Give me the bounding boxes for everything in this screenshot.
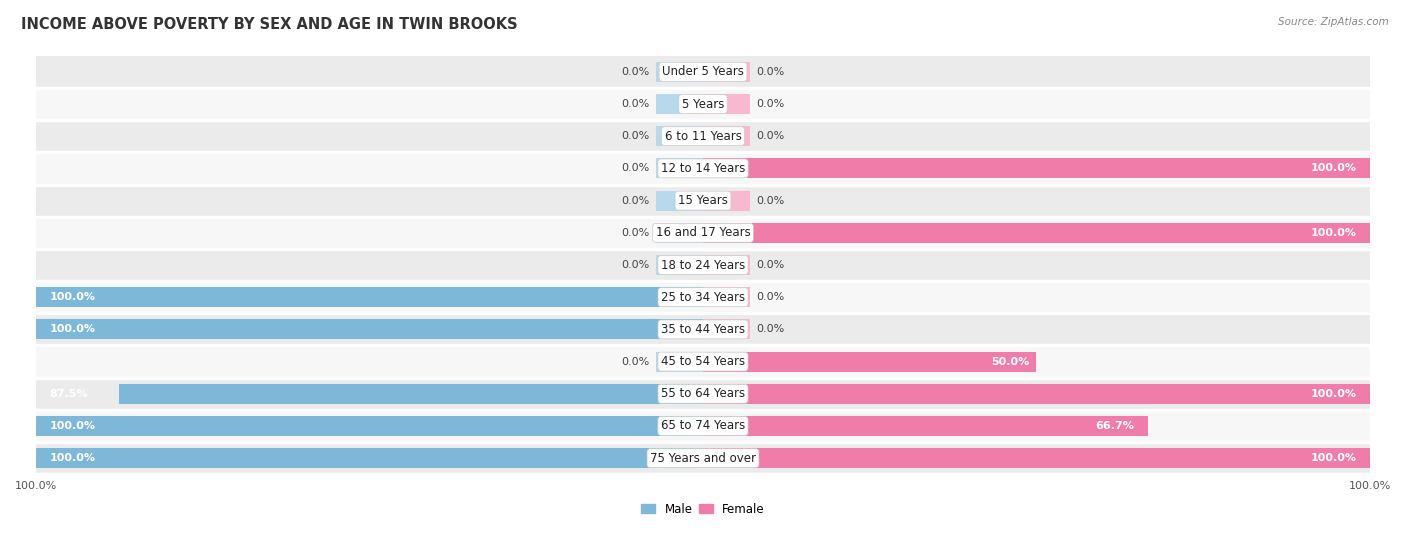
Text: 100.0%: 100.0% xyxy=(1310,228,1357,238)
Text: 0.0%: 0.0% xyxy=(621,260,650,270)
Bar xyxy=(657,126,703,146)
Text: 100.0%: 100.0% xyxy=(1310,389,1357,399)
Bar xyxy=(703,126,749,146)
Bar xyxy=(657,352,703,372)
Text: 15 Years: 15 Years xyxy=(678,194,728,207)
Text: 0.0%: 0.0% xyxy=(756,99,785,109)
Text: INCOME ABOVE POVERTY BY SEX AND AGE IN TWIN BROOKS: INCOME ABOVE POVERTY BY SEX AND AGE IN T… xyxy=(21,17,517,32)
Text: 65 to 74 Years: 65 to 74 Years xyxy=(661,419,745,433)
Text: 55 to 64 Years: 55 to 64 Years xyxy=(661,387,745,400)
Bar xyxy=(37,56,1369,88)
Bar xyxy=(37,416,703,436)
Text: 0.0%: 0.0% xyxy=(621,99,650,109)
Text: 25 to 34 Years: 25 to 34 Years xyxy=(661,291,745,304)
Text: 75 Years and over: 75 Years and over xyxy=(650,452,756,465)
Text: 0.0%: 0.0% xyxy=(756,67,785,77)
Text: 100.0%: 100.0% xyxy=(1310,453,1357,463)
Bar xyxy=(37,152,1369,184)
Bar xyxy=(703,416,1147,436)
Text: 0.0%: 0.0% xyxy=(621,357,650,367)
Text: 0.0%: 0.0% xyxy=(621,196,650,206)
Bar xyxy=(703,94,749,114)
Text: 18 to 24 Years: 18 to 24 Years xyxy=(661,258,745,272)
Text: 6 to 11 Years: 6 to 11 Years xyxy=(665,130,741,143)
Bar xyxy=(37,249,1369,281)
Bar xyxy=(657,158,703,178)
Text: 16 and 17 Years: 16 and 17 Years xyxy=(655,226,751,239)
Bar xyxy=(37,287,703,307)
Bar xyxy=(37,184,1369,217)
Text: 35 to 44 Years: 35 to 44 Years xyxy=(661,323,745,336)
Text: 50.0%: 50.0% xyxy=(991,357,1029,367)
Bar xyxy=(703,158,1369,178)
Bar xyxy=(657,223,703,243)
Bar xyxy=(703,448,1369,468)
Bar xyxy=(703,223,1369,243)
Bar xyxy=(703,384,1369,404)
Text: 12 to 14 Years: 12 to 14 Years xyxy=(661,162,745,175)
Text: 100.0%: 100.0% xyxy=(49,292,96,302)
Bar xyxy=(703,319,749,339)
Text: 5 Years: 5 Years xyxy=(682,97,724,111)
Text: 0.0%: 0.0% xyxy=(621,228,650,238)
Bar xyxy=(657,191,703,211)
Bar xyxy=(657,62,703,82)
Text: 0.0%: 0.0% xyxy=(756,324,785,334)
Bar xyxy=(37,448,703,468)
Text: 0.0%: 0.0% xyxy=(756,260,785,270)
Legend: Male, Female: Male, Female xyxy=(637,498,769,520)
Bar xyxy=(703,352,1036,372)
Text: 0.0%: 0.0% xyxy=(756,131,785,141)
Text: 45 to 54 Years: 45 to 54 Years xyxy=(661,355,745,368)
Bar xyxy=(37,281,1369,313)
Text: Source: ZipAtlas.com: Source: ZipAtlas.com xyxy=(1278,17,1389,27)
Text: 100.0%: 100.0% xyxy=(49,324,96,334)
Bar xyxy=(37,410,1369,442)
Bar xyxy=(703,287,749,307)
Bar xyxy=(37,319,703,339)
Text: 100.0%: 100.0% xyxy=(49,421,96,431)
Text: 66.7%: 66.7% xyxy=(1095,421,1135,431)
Bar xyxy=(37,442,1369,474)
Text: 100.0%: 100.0% xyxy=(49,453,96,463)
Text: 0.0%: 0.0% xyxy=(621,163,650,173)
Bar xyxy=(120,384,703,404)
Bar xyxy=(37,88,1369,120)
Bar xyxy=(37,313,1369,345)
Bar xyxy=(37,217,1369,249)
Text: Under 5 Years: Under 5 Years xyxy=(662,65,744,78)
Text: 87.5%: 87.5% xyxy=(49,389,89,399)
Text: 0.0%: 0.0% xyxy=(621,67,650,77)
Bar xyxy=(37,378,1369,410)
Bar xyxy=(703,62,749,82)
Bar xyxy=(703,255,749,275)
Bar xyxy=(657,94,703,114)
Text: 0.0%: 0.0% xyxy=(756,292,785,302)
Bar xyxy=(703,191,749,211)
Bar xyxy=(37,345,1369,378)
Bar xyxy=(37,120,1369,152)
Bar xyxy=(657,255,703,275)
Text: 0.0%: 0.0% xyxy=(621,131,650,141)
Text: 0.0%: 0.0% xyxy=(756,196,785,206)
Text: 100.0%: 100.0% xyxy=(1310,163,1357,173)
